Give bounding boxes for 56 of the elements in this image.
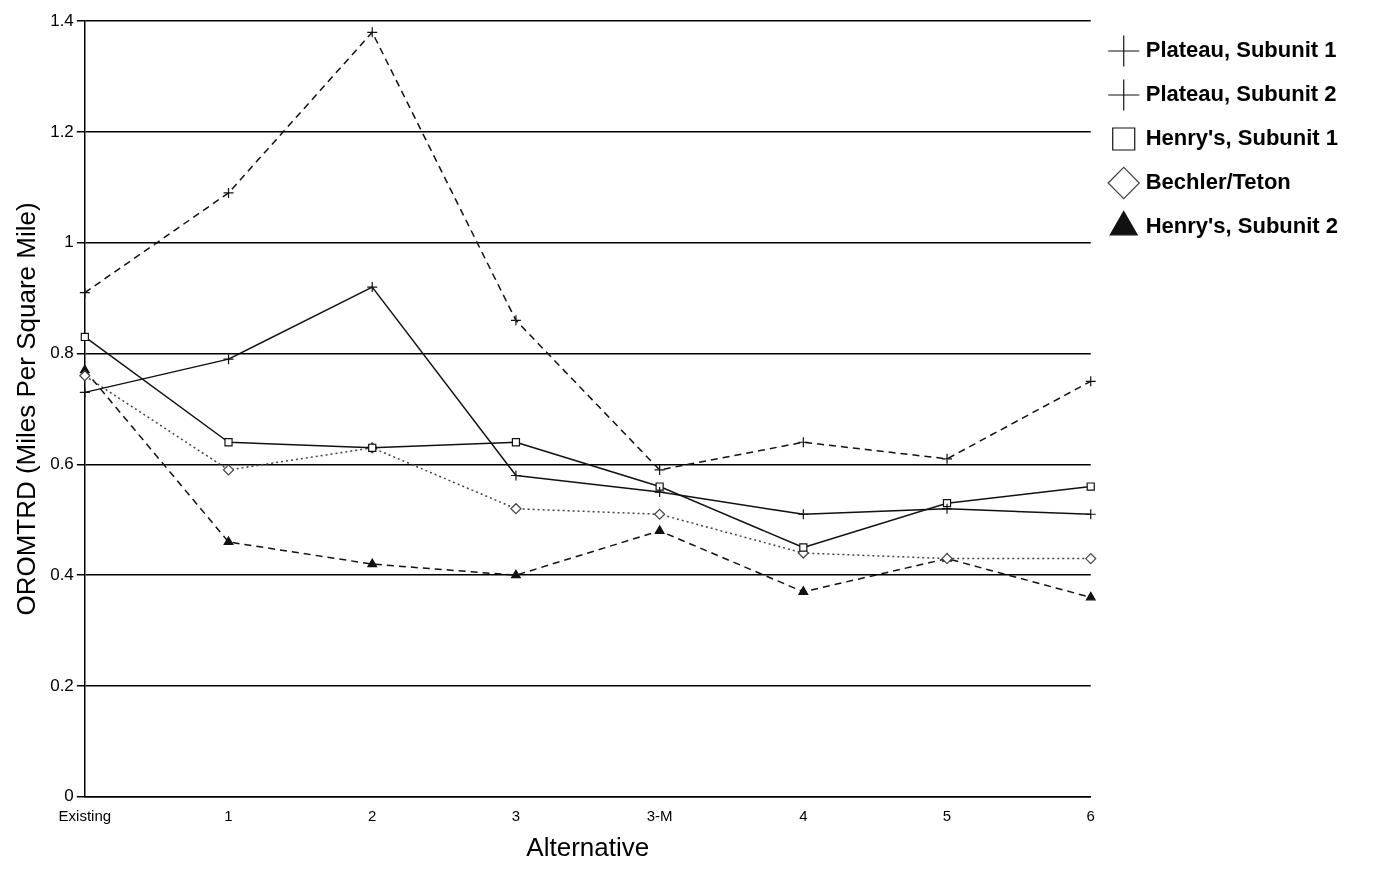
point: [1085, 508, 1097, 520]
point: [80, 332, 89, 342]
point: [79, 386, 91, 398]
point: [1085, 375, 1097, 387]
y-tick-label: 1: [64, 232, 74, 252]
point: [797, 436, 809, 448]
x-tick-label: 3-M: [646, 806, 673, 824]
x-tick-label: 4: [799, 806, 808, 824]
legend-label: Bechler/Teton: [1145, 169, 1291, 195]
point: [366, 26, 378, 38]
point: [797, 508, 809, 520]
y-axis-title: OROMTRD (Miles Per Square Mile): [10, 202, 41, 616]
y-tick-label: 0.4: [50, 564, 74, 584]
point: [511, 438, 521, 447]
point: [366, 281, 378, 293]
y-tick-label: 0: [64, 786, 74, 806]
point: [222, 464, 235, 476]
point: [654, 525, 665, 534]
x-tick-label: 5: [942, 806, 952, 824]
x-tick-label: Existing: [58, 806, 112, 824]
point: [510, 503, 522, 515]
y-tick-label: 0.8: [50, 343, 74, 363]
point: [1086, 482, 1095, 491]
point: [1085, 552, 1097, 565]
x-tick-label: 1: [224, 806, 233, 824]
point: [654, 464, 666, 476]
point: [798, 586, 809, 595]
y-tick-label: 1.2: [50, 121, 74, 141]
x-tick-label: 3: [511, 806, 521, 824]
legend-label: Plateau, Subunit 1: [1145, 37, 1337, 63]
point: [941, 453, 953, 465]
x-tick-label: 6: [1086, 806, 1095, 824]
point: [511, 569, 521, 579]
point: [222, 187, 235, 199]
point: [367, 558, 378, 568]
legend-label: Henry's, Subunit 2: [1145, 213, 1338, 239]
point: [510, 314, 522, 326]
point: [1085, 591, 1096, 601]
point: [79, 287, 91, 299]
point: [510, 469, 522, 482]
point: [655, 482, 664, 491]
point: [224, 438, 233, 447]
point: [654, 486, 666, 498]
y-tick-label: 1.4: [50, 10, 74, 30]
legend-label: Plateau, Subunit 2: [1145, 81, 1337, 107]
point: [222, 353, 235, 365]
y-tick-label: 0.2: [50, 675, 74, 695]
point: [654, 508, 666, 520]
x-axis-title: Alternative: [526, 831, 650, 862]
legend-label: Henry's, Subunit 1: [1145, 125, 1338, 151]
point: [799, 543, 808, 552]
y-tick-label: 0.6: [50, 454, 74, 474]
point: [223, 536, 234, 546]
point: [941, 503, 953, 515]
point: [79, 370, 91, 382]
x-tick-label: 2: [368, 806, 377, 824]
